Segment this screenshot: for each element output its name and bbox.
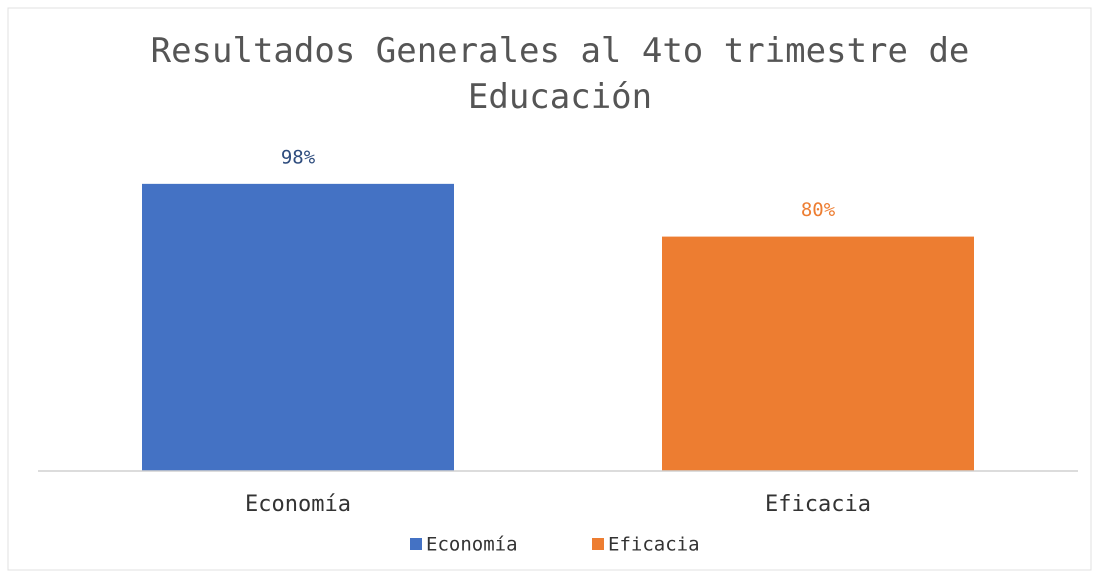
- bar: [142, 183, 454, 472]
- legend-label: Eficacia: [608, 534, 700, 556]
- data-label: 80%: [801, 199, 836, 221]
- legend-label: Economía: [426, 534, 518, 556]
- chart-border: [7, 7, 1092, 571]
- legend-swatch: [592, 538, 604, 550]
- legend-swatch: [410, 538, 422, 550]
- data-label: 98%: [281, 146, 316, 168]
- x-tick-label: Eficacia: [765, 492, 871, 517]
- x-tick-label: Economía: [245, 492, 351, 517]
- bar: [662, 236, 974, 471]
- chart-title: Resultados Generales al 4to trimestre de…: [150, 31, 970, 117]
